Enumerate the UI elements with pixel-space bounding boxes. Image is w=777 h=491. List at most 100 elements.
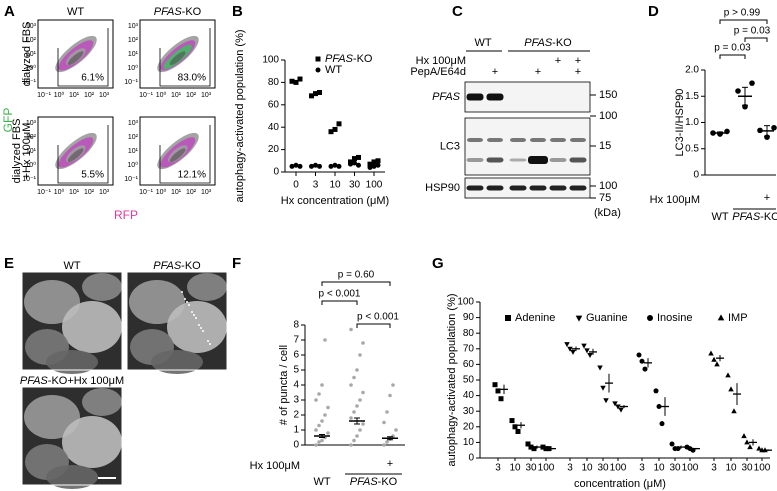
dot: [293, 162, 299, 168]
x-tick-label: 10⁰: [54, 91, 65, 99]
dot: [391, 383, 395, 387]
band: [466, 185, 484, 191]
gate: [159, 28, 211, 87]
dot: [317, 440, 321, 444]
significance-bracket: [719, 54, 746, 59]
y-tick-label: 80: [463, 328, 475, 339]
y-tick-label: 2.0: [685, 65, 699, 76]
x-tick-label: 10⁻¹: [139, 92, 153, 99]
dot: [358, 428, 362, 432]
cell: [46, 465, 98, 489]
x-tick-label: 10¹: [171, 189, 182, 196]
dot: [361, 422, 365, 426]
dot: [653, 388, 659, 394]
puncta: [202, 330, 204, 332]
cell: [151, 350, 203, 374]
band: [549, 185, 567, 191]
x-tick-label: 100: [754, 463, 771, 474]
cell-cloud: [169, 148, 186, 163]
gate-percent: 5.5%: [81, 170, 104, 181]
y-tick-label: 0.5: [685, 143, 699, 154]
genotype-label: PFAS-KO: [350, 476, 398, 488]
legend-label: Guanine: [586, 312, 628, 324]
dot: [297, 76, 303, 82]
p-value: p < 0.001: [357, 312, 399, 323]
y-tick-label: 70: [463, 343, 475, 354]
gate-percent: 83.0%: [178, 73, 206, 84]
puncta: [207, 340, 209, 342]
puncta: [209, 343, 211, 345]
y-tick-label: 100: [262, 55, 279, 66]
cell: [62, 416, 122, 468]
significance-bracket: [321, 300, 358, 305]
dot: [336, 121, 342, 127]
y-axis-label: GFP: [1, 108, 15, 133]
x-tick-label: 3: [711, 463, 717, 474]
dot: [314, 398, 318, 402]
y-tick-label: 10¹: [26, 51, 37, 58]
dot: [714, 361, 720, 367]
panel-letter: D: [648, 3, 659, 20]
dot: [515, 428, 521, 434]
treatment-label: Hx 100μM: [650, 194, 700, 206]
puncta: [181, 291, 183, 293]
dot: [293, 79, 299, 85]
dot: [371, 159, 377, 165]
dot: [328, 129, 334, 135]
x-tick-label: 30: [669, 463, 681, 474]
dot: [313, 91, 318, 97]
band: [529, 185, 547, 191]
dot: [728, 386, 734, 392]
x-tick-label: 10: [509, 463, 521, 474]
dot: [352, 160, 357, 166]
y-tick-label: 1.0: [685, 117, 699, 128]
dot: [356, 154, 361, 160]
band: [467, 138, 483, 142]
dot: [320, 419, 324, 423]
y-tick-label: 60: [463, 359, 475, 370]
y-axis-label: # of puncta / cell: [278, 345, 290, 425]
gate-percent: 6.1%: [81, 73, 104, 84]
p-value: p < 0.001: [319, 289, 361, 300]
band: [569, 157, 587, 163]
dot: [744, 439, 750, 445]
row-label: dialyzed FBS: [11, 119, 23, 184]
legend-marker: [647, 315, 653, 321]
dot: [509, 418, 515, 424]
x-tick-label: 30: [741, 463, 753, 474]
dot: [355, 434, 359, 438]
cell-cloud: [169, 51, 186, 66]
dot: [309, 163, 314, 169]
dot: [355, 368, 359, 372]
dot: [512, 424, 518, 430]
band: [569, 185, 587, 191]
dot: [349, 383, 353, 387]
dot: [358, 353, 362, 357]
dot: [375, 158, 381, 164]
y-tick-label: 10¹: [128, 51, 139, 58]
legend-marker: [315, 67, 321, 73]
blot-row-label: HSP90: [425, 182, 460, 194]
treatment-mark: +: [387, 458, 393, 470]
gate-percent: 12.1%: [178, 170, 206, 181]
p-value: p = 0.03: [714, 43, 751, 54]
y-tick-label: 10¹: [128, 148, 139, 155]
band: [466, 158, 484, 162]
genotype-label: PFAS-KO: [732, 211, 777, 223]
dot: [352, 156, 357, 162]
cell: [46, 350, 98, 374]
puncta: [184, 298, 186, 300]
cell-cloud: [67, 148, 84, 163]
x-tick-label: 10⁻¹: [37, 92, 51, 99]
legend-marker: [717, 314, 725, 321]
legend-label: WT: [325, 64, 342, 76]
treatment-mark: +: [575, 55, 581, 67]
micrograph: [126, 271, 228, 374]
dot: [336, 163, 342, 169]
legend-marker: [315, 56, 321, 62]
legend-marker: [575, 315, 583, 322]
y-tick-label: 10⁻¹: [124, 79, 138, 86]
panel-letter: F: [232, 255, 241, 272]
y-tick-label: 90: [463, 312, 475, 323]
x-tick-label: 10¹: [69, 92, 80, 99]
